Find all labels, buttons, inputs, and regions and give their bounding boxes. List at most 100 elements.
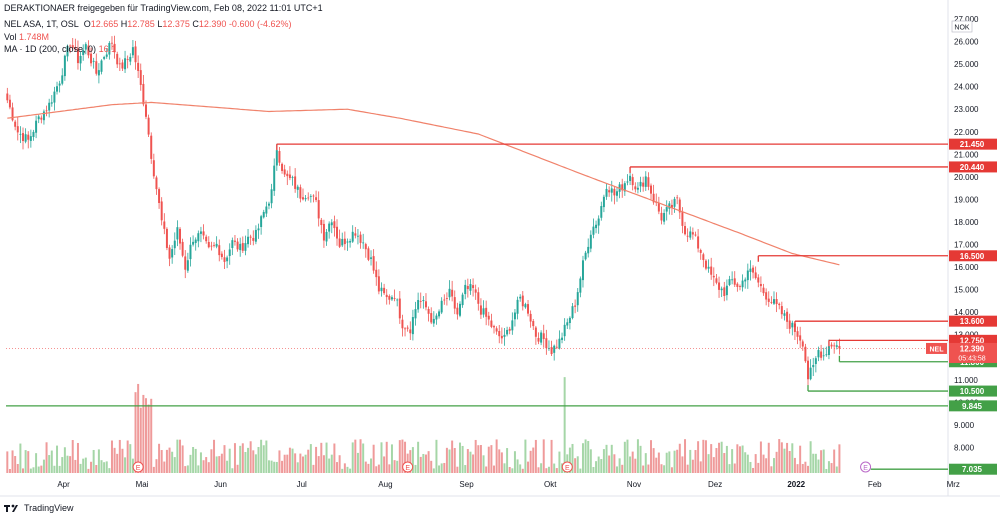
volume-bar bbox=[621, 464, 624, 473]
candle-body bbox=[27, 134, 30, 140]
candle-body bbox=[76, 48, 79, 64]
volume-bar bbox=[42, 459, 45, 473]
candle-body bbox=[370, 257, 373, 259]
candle-body bbox=[458, 303, 461, 316]
x-tick-label: Mai bbox=[136, 480, 149, 489]
candle-body bbox=[226, 257, 229, 262]
y-tick-label: 20.000 bbox=[954, 173, 979, 182]
candle-body bbox=[817, 350, 820, 358]
candle-body bbox=[704, 260, 707, 269]
volume-bar bbox=[317, 456, 320, 473]
candle-body bbox=[6, 93, 9, 101]
candle-body bbox=[613, 188, 616, 196]
candle-body bbox=[74, 47, 77, 49]
volume-bar bbox=[506, 448, 509, 473]
candle-body bbox=[223, 257, 226, 262]
publisher-line: DERAKTIONAER freigegeben für TradingView… bbox=[4, 3, 323, 13]
candle-body bbox=[451, 289, 454, 297]
volume-bar bbox=[257, 446, 260, 473]
ma-legend[interactable]: MA · 1D (200, close, 0) 16.1 bbox=[4, 44, 117, 54]
volume-bar bbox=[746, 454, 749, 473]
candle-body bbox=[24, 134, 27, 142]
volume-bar bbox=[519, 464, 522, 473]
candle-body bbox=[647, 177, 650, 187]
earnings-marker[interactable]: E bbox=[860, 461, 872, 473]
candle-body bbox=[181, 241, 184, 256]
volume-bar bbox=[333, 443, 336, 473]
volume-bar bbox=[424, 454, 427, 473]
y-tick-label: 17.000 bbox=[954, 241, 979, 250]
volume-bar bbox=[435, 439, 438, 473]
volume-bar bbox=[657, 452, 660, 473]
candle-body bbox=[660, 212, 663, 221]
candle-body bbox=[192, 241, 195, 245]
volume-bar bbox=[267, 460, 270, 473]
volume-bar bbox=[328, 458, 331, 473]
volume-bar bbox=[550, 439, 553, 473]
volume-bar bbox=[474, 439, 477, 473]
volume-bar bbox=[312, 464, 315, 473]
candle-body bbox=[45, 110, 48, 112]
volume-bar bbox=[670, 467, 673, 473]
candle-body bbox=[404, 328, 407, 330]
candle-body bbox=[294, 176, 297, 189]
candle-body bbox=[461, 294, 464, 306]
candle-body bbox=[728, 279, 731, 285]
volume-bar bbox=[307, 449, 310, 473]
earnings-marker[interactable]: E bbox=[561, 461, 573, 473]
earnings-marker[interactable]: E bbox=[132, 461, 144, 473]
candle-body bbox=[490, 320, 493, 327]
volume-bar bbox=[469, 451, 472, 473]
candle-body bbox=[503, 334, 506, 337]
volume-bar bbox=[247, 447, 250, 473]
candle-body bbox=[100, 60, 103, 72]
volume-bar bbox=[411, 447, 414, 473]
volume-bar bbox=[827, 461, 830, 473]
volume-bar bbox=[147, 404, 150, 473]
candle-body bbox=[367, 248, 370, 260]
support-price-box bbox=[949, 463, 997, 475]
volume-bar bbox=[6, 451, 9, 473]
symbol-ohlc-line[interactable]: NEL ASA, 1T, OSL O12.665 H12.785 L12.375… bbox=[4, 19, 292, 29]
candle-body bbox=[411, 317, 414, 335]
volume-bar bbox=[767, 442, 770, 473]
last-price-box bbox=[949, 342, 997, 363]
volume-legend[interactable]: Vol 1.748M bbox=[4, 32, 50, 42]
volume-bar bbox=[341, 468, 344, 473]
candle-body bbox=[160, 201, 163, 221]
volume-bar bbox=[427, 451, 430, 473]
candle-body bbox=[542, 333, 545, 340]
candle-body bbox=[516, 299, 519, 314]
candle-body bbox=[218, 245, 221, 256]
volume-bar bbox=[529, 450, 532, 473]
y-tick-label: 26.000 bbox=[954, 38, 979, 47]
candle-body bbox=[82, 50, 85, 55]
volume-bar bbox=[527, 461, 530, 473]
candle-body bbox=[650, 185, 653, 194]
y-tick-label: 27.000 bbox=[954, 15, 979, 24]
volume-bar bbox=[618, 458, 621, 473]
y-tick-label: 16.000 bbox=[954, 263, 979, 272]
volume-bar bbox=[788, 451, 791, 473]
candle-body bbox=[534, 327, 537, 337]
candle-body bbox=[772, 299, 775, 304]
candle-body bbox=[312, 195, 315, 197]
candle-body bbox=[629, 175, 632, 181]
volume-bar bbox=[40, 465, 43, 473]
volume-bar bbox=[155, 459, 158, 473]
volume-bar bbox=[226, 460, 229, 473]
earnings-marker-badge bbox=[132, 461, 144, 473]
candle-body bbox=[56, 86, 59, 92]
candle-body bbox=[754, 272, 757, 279]
candle-body bbox=[642, 182, 645, 187]
earnings-marker[interactable]: E bbox=[402, 461, 414, 473]
resistance-price-box bbox=[949, 138, 997, 150]
volume-bar bbox=[380, 442, 383, 473]
volume-bar bbox=[752, 467, 755, 473]
candle-body bbox=[22, 133, 25, 142]
volume-bar bbox=[393, 460, 396, 473]
volume-bar bbox=[634, 458, 637, 473]
candle-body bbox=[814, 358, 817, 365]
volume-bar bbox=[702, 439, 705, 473]
